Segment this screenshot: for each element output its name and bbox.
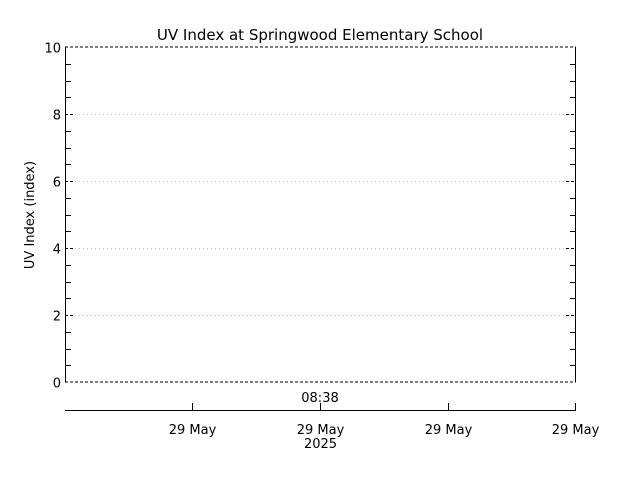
time-annotation: 08:38 [301,391,338,406]
y-axis-ticks [65,64,576,366]
y-tick-label: 10 [44,42,61,57]
x-tick-year: 2025 [304,437,337,452]
y-tick-label: 0 [53,377,61,392]
time-axis [65,403,576,411]
y-tick-label: 4 [53,243,61,258]
chart-title: UV Index at Springwood Elementary School [156,26,484,44]
x-tick-label: 29 May [169,423,217,438]
y-tick-label: 8 [53,109,61,124]
y-gridlines [75,114,566,316]
x-tick-label: 29 May [552,423,600,438]
plot-frame [65,46,576,383]
y-tick-label: 2 [53,310,61,325]
y-axis-label: UV Index (index) [23,161,38,269]
y-tick-label: 6 [53,176,61,191]
x-tick-label: 29 May [425,423,473,438]
y-axis-tick-labels: 0 2 4 6 8 10 [44,42,61,392]
x-tick-label: 29 May [297,423,345,438]
